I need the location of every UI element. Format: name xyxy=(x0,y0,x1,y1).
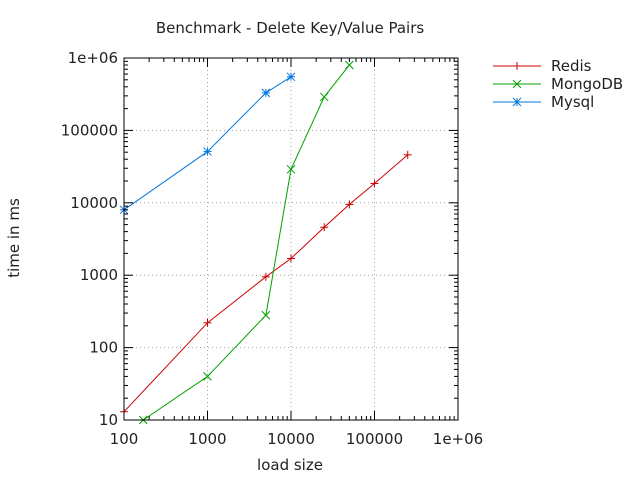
legend-marker-mysql xyxy=(512,97,522,107)
legend-label-redis: Redis xyxy=(551,57,592,75)
grid-lines xyxy=(124,58,458,420)
legend-entry-redis: Redis xyxy=(493,57,592,75)
x-axis-label: load size xyxy=(257,456,323,474)
x-tick-label: 10000 xyxy=(267,430,315,448)
y-tick-label: 1000 xyxy=(80,266,118,284)
legend-marker-redis xyxy=(513,62,521,70)
legend-label-mysql: Mysql xyxy=(551,93,594,111)
series-line-mysql xyxy=(123,76,292,211)
data-point-redis xyxy=(320,223,329,232)
series-mysql xyxy=(119,72,296,215)
legend-entry-mysql: Mysql xyxy=(493,93,594,111)
data-point-redis xyxy=(370,179,379,188)
series-layer xyxy=(119,60,412,425)
series-line-mongodb xyxy=(142,64,350,421)
data-point-mysql xyxy=(261,88,271,98)
y-tick-label: 100 xyxy=(89,339,118,357)
data-point-mongodb xyxy=(286,164,296,174)
y-tick-label: 100000 xyxy=(61,121,118,139)
series-line-redis xyxy=(123,154,409,413)
data-point-redis xyxy=(203,318,212,327)
data-point-mysql xyxy=(286,72,296,82)
y-tick-label: 1e+06 xyxy=(68,49,118,67)
data-point-mysql xyxy=(203,147,212,156)
data-point-redis xyxy=(261,272,270,281)
x-tick-label: 100 xyxy=(110,430,139,448)
x-tick-label: 100000 xyxy=(346,430,403,448)
axis-ticks: 100 1000 10000 100000 1e+0610100100010000100… xyxy=(61,49,483,448)
x-tick-label: 1000 xyxy=(188,430,226,448)
data-point-mongodb xyxy=(203,372,212,381)
y-axis-label: time in ms xyxy=(5,198,23,278)
data-point-redis xyxy=(403,150,412,159)
legend-marker-mongodb xyxy=(512,79,522,89)
y-tick-label: 10 xyxy=(99,411,118,429)
chart-title: Benchmark - Delete Key/Value Pairs xyxy=(156,19,425,37)
data-point-mongodb xyxy=(261,310,271,320)
legend-label-mongodb: MongoDB xyxy=(551,75,623,93)
data-point-mongodb xyxy=(319,92,329,102)
legend-entry-mongodb: MongoDB xyxy=(493,75,623,93)
series-mongodb xyxy=(138,60,354,425)
x-tick-label: 1e+06 xyxy=(433,430,483,448)
data-point-redis xyxy=(345,200,354,209)
data-point-redis xyxy=(287,254,295,263)
data-point-mongodb xyxy=(345,60,354,70)
series-redis xyxy=(120,150,412,416)
y-tick-label: 10000 xyxy=(70,194,118,212)
